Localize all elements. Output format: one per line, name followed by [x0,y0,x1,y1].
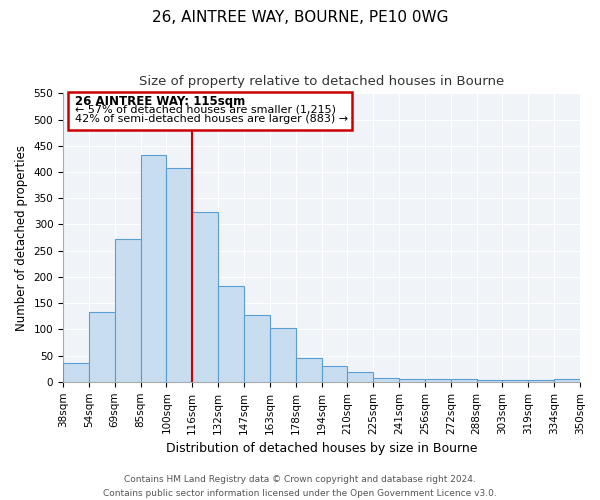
Text: Contains HM Land Registry data © Crown copyright and database right 2024.
Contai: Contains HM Land Registry data © Crown c… [103,476,497,498]
Bar [399,378,425,382]
Bar [451,378,476,382]
Text: 42% of semi-detached houses are larger (883) →: 42% of semi-detached houses are larger (… [76,114,349,124]
Bar [89,312,115,382]
Bar [322,366,347,382]
Bar [115,239,140,382]
Bar [270,328,296,382]
Bar [502,380,529,382]
Bar [244,315,270,382]
Y-axis label: Number of detached properties: Number of detached properties [15,144,28,330]
Bar [296,358,322,382]
Bar [63,364,89,382]
Bar [529,380,554,382]
Bar [347,372,373,382]
Text: 26, AINTREE WAY, BOURNE, PE10 0WG: 26, AINTREE WAY, BOURNE, PE10 0WG [152,10,448,25]
Bar [476,380,502,382]
Bar [218,286,244,382]
X-axis label: Distribution of detached houses by size in Bourne: Distribution of detached houses by size … [166,442,477,455]
FancyBboxPatch shape [68,92,352,130]
Bar [140,154,166,382]
Bar [166,168,192,382]
Title: Size of property relative to detached houses in Bourne: Size of property relative to detached ho… [139,75,504,88]
Bar [373,378,399,382]
Text: 26 AINTREE WAY: 115sqm: 26 AINTREE WAY: 115sqm [76,96,245,108]
Text: ← 57% of detached houses are smaller (1,215): ← 57% of detached houses are smaller (1,… [76,105,337,115]
Bar [192,212,218,382]
Bar [554,379,580,382]
Bar [425,378,451,382]
